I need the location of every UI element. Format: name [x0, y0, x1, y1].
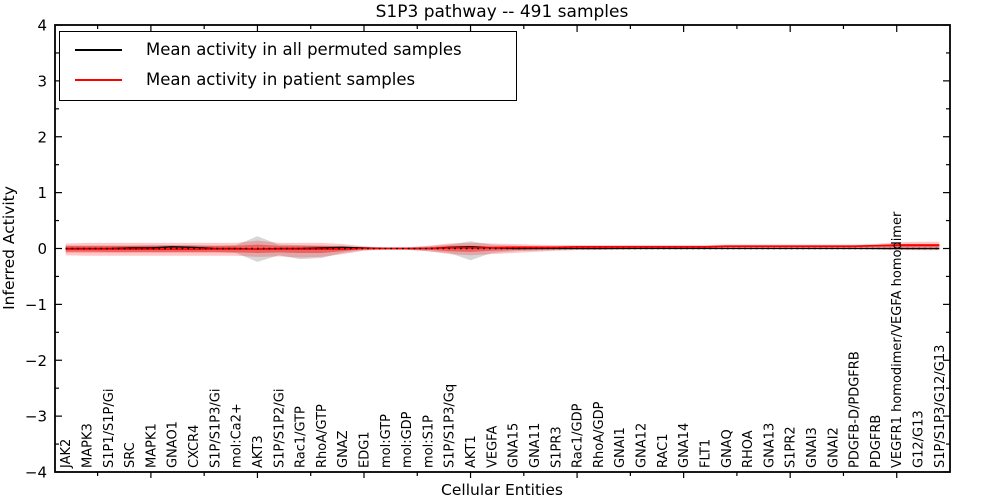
x-entity-label: S1P1/S1P/Gi [102, 389, 117, 468]
x-entity-label: AKT3 [251, 435, 266, 468]
x-entity-label: JAK2 [59, 439, 74, 469]
band-patient-range-outer [65, 240, 940, 258]
x-entity-label: RAC1 [656, 433, 671, 468]
x-entity-label: GNA11 [528, 423, 543, 468]
x-entity-label: mol:S1P [421, 415, 436, 468]
y-tick-labels: 4 3 2 1 0 −1 −2 −3 −4 [25, 17, 47, 482]
x-entity-label: GNAI3 [805, 427, 820, 468]
x-entity-label: MAPK1 [144, 423, 159, 468]
x-entity-label: RhoA/GTP [315, 404, 330, 468]
x-entity-label: GNA15 [507, 423, 522, 468]
x-entity-label: Rac1/GTP [294, 406, 309, 468]
x-entity-label: GNA13 [762, 423, 777, 468]
plot-border [54, 24, 951, 473]
x-entity-label: GNA12 [635, 423, 650, 468]
legend-label-patient: Mean activity in patient samples [146, 69, 416, 89]
y-tick-label: 4 [37, 17, 47, 35]
x-entity-label: GNAI1 [613, 427, 628, 468]
x-entity-label: VEGFR1 homodimer/VEGFA homodimer [890, 211, 905, 468]
y-tick-label: −4 [25, 464, 47, 482]
x-entity-labels: JAK2 MAPK3 S1P1/S1P/Gi SRC MAPK1 GNAO1 CXCR4 S1… [59, 211, 948, 469]
x-entity-label: VEGFA [485, 426, 500, 468]
y-tick-label: 1 [37, 184, 47, 202]
y-tick-label: 0 [37, 240, 47, 258]
legend: Mean activity in all permuted samples Me… [59, 31, 517, 102]
x-entity-label: MAPK3 [80, 423, 95, 468]
x-entity-label: mol:Ca2+ [230, 403, 245, 468]
legend-line-permuted-icon [75, 49, 122, 52]
x-entity-label: EDG1 [357, 431, 372, 468]
x-entity-label: FLT1 [698, 439, 713, 468]
y-tick-label: −1 [25, 296, 47, 314]
x-entity-label: S1P/S1P3/Gi [208, 389, 223, 468]
x-entity-label: GNA14 [677, 423, 692, 468]
x-entity-label: RhoA/GDP [592, 401, 607, 468]
x-entity-label: CXCR4 [187, 425, 202, 468]
chart-title: S1P3 pathway -- 491 samples [376, 2, 629, 22]
x-entity-label: GNAZ [336, 430, 351, 468]
legend-line-patient-icon [75, 78, 122, 81]
y-axis-label: Inferred Activity [0, 186, 18, 310]
legend-label-permuted: Mean activity in all permuted samples [146, 40, 462, 59]
x-entity-label: GNAI2 [826, 427, 841, 468]
x-entity-label: S1P/S1P3/Gq [443, 384, 458, 468]
y-tick-label: 3 [37, 72, 47, 90]
legend-item-permuted: Mean activity in all permuted samples [75, 40, 506, 61]
y-tick-label: −2 [25, 352, 47, 370]
band-permuted-range [65, 236, 940, 262]
x-entity-label: PDGFRB [869, 415, 884, 468]
legend-item-patient: Mean activity in patient samples [75, 70, 506, 91]
x-entity-label: GNAO1 [166, 421, 181, 468]
x-entity-label: G12/G13 [912, 410, 927, 468]
x-entity-label: mol:GTP [379, 414, 394, 468]
x-entity-label: AKT1 [464, 435, 479, 468]
y-tick-label: −3 [25, 408, 47, 426]
x-axis-label: Cellular Entities [441, 481, 563, 499]
x-entity-label: S1PR2 [784, 426, 799, 468]
x-entity-label: S1P/S1P2/Gi [272, 389, 287, 468]
y-tick-label: 2 [37, 128, 47, 146]
x-entity-label: Rac1/GDP [571, 403, 586, 468]
x-entity-label: S1P/S1P3/G12/G13 [933, 345, 948, 468]
x-entity-label: S1PR3 [549, 426, 564, 468]
x-entity-label: SRC [123, 442, 138, 468]
x-entity-label: PDGFB-D/PDGFRB [848, 351, 863, 468]
x-entity-label: mol:GDP [400, 411, 415, 468]
x-entity-label: GNAQ [720, 429, 735, 468]
x-entity-label: RHOA [741, 430, 756, 468]
